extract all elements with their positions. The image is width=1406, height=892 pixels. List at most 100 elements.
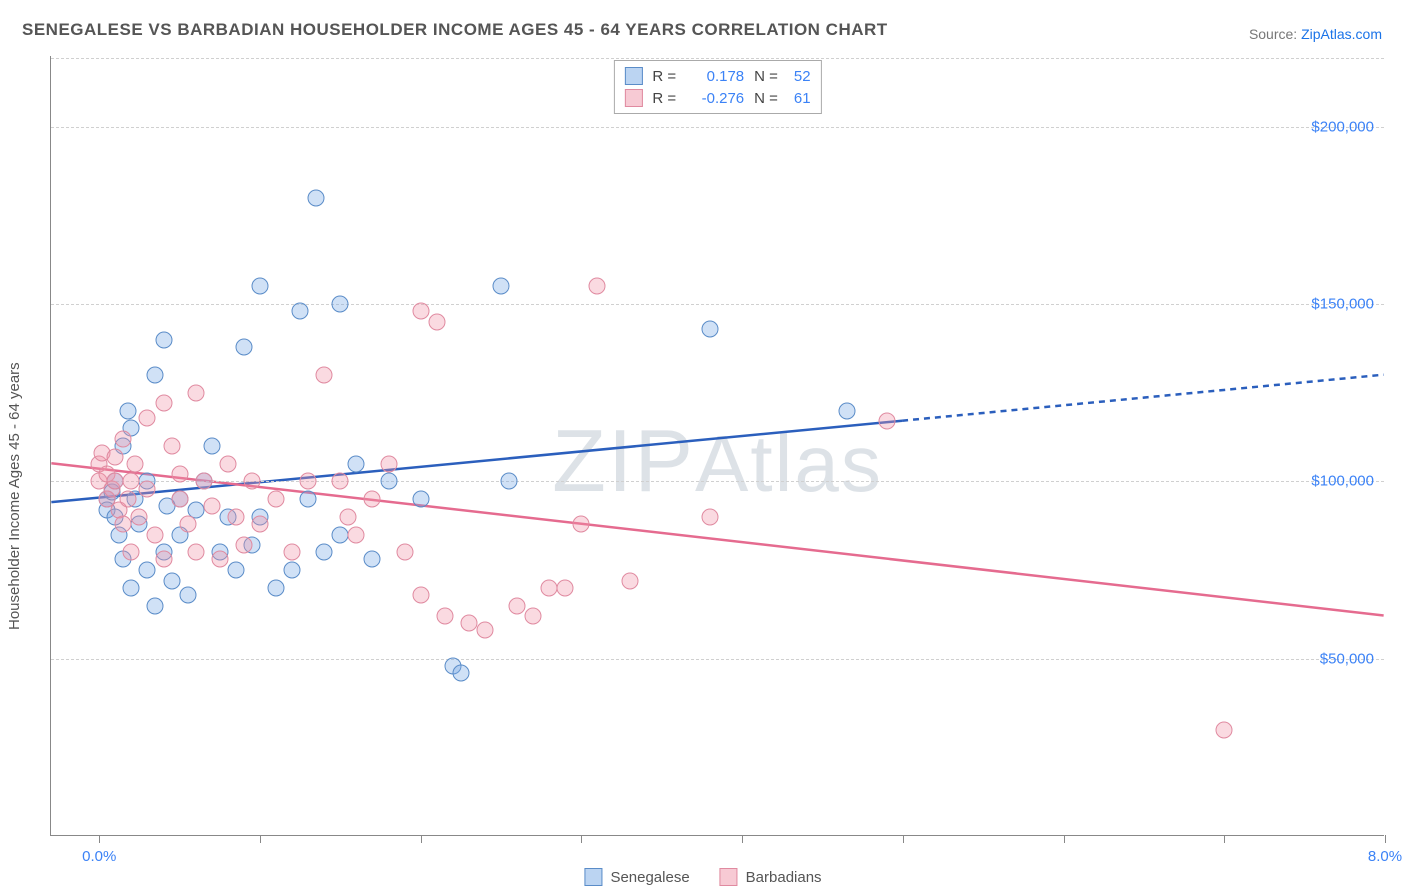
data-point — [155, 395, 172, 412]
data-point — [107, 473, 124, 490]
data-point — [525, 608, 542, 625]
data-point — [187, 544, 204, 561]
data-point — [300, 473, 317, 490]
data-point — [155, 331, 172, 348]
swatch-pink-icon — [720, 868, 738, 886]
data-point — [284, 544, 301, 561]
data-point — [292, 303, 309, 320]
data-point — [557, 579, 574, 596]
scatter-plot-area: ZIPAtlas R = 0.178 N = 52 R = -0.276 N =… — [50, 56, 1384, 836]
source-attribution: Source: ZipAtlas.com — [1249, 26, 1382, 42]
data-point — [123, 544, 140, 561]
data-point — [493, 278, 510, 295]
data-point — [179, 586, 196, 603]
data-point — [332, 526, 349, 543]
data-point — [227, 562, 244, 579]
data-point — [476, 622, 493, 639]
data-point — [428, 313, 445, 330]
data-point — [120, 402, 137, 419]
data-point — [412, 491, 429, 508]
data-point — [123, 579, 140, 596]
xtick — [260, 835, 261, 843]
data-point — [308, 189, 325, 206]
data-point — [179, 516, 196, 533]
source-link[interactable]: ZipAtlas.com — [1301, 26, 1382, 42]
data-point — [139, 409, 156, 426]
xtick — [742, 835, 743, 843]
data-point — [332, 296, 349, 313]
data-point — [509, 597, 526, 614]
data-point — [300, 491, 317, 508]
ytick-label: $150,000 — [1311, 296, 1374, 313]
data-point — [195, 473, 212, 490]
correlation-stats-box: R = 0.178 N = 52 R = -0.276 N = 61 — [613, 60, 821, 114]
source-label: Source: — [1249, 26, 1301, 42]
n-value-barbadians: 61 — [794, 90, 811, 107]
data-point — [268, 491, 285, 508]
legend-item-senegalese: Senegalese — [584, 868, 689, 886]
stats-row-senegalese: R = 0.178 N = 52 — [624, 65, 810, 87]
ytick-label: $100,000 — [1311, 473, 1374, 490]
chart-title: SENEGALESE VS BARBADIAN HOUSEHOLDER INCO… — [22, 20, 888, 40]
legend-label: Barbadians — [746, 869, 822, 886]
data-point — [243, 473, 260, 490]
data-point — [316, 544, 333, 561]
data-point — [126, 455, 143, 472]
data-point — [131, 508, 148, 525]
gridline — [51, 127, 1384, 128]
data-point — [621, 572, 638, 589]
gridline — [51, 659, 1384, 660]
data-point — [412, 586, 429, 603]
data-point — [452, 664, 469, 681]
data-point — [139, 480, 156, 497]
data-point — [380, 473, 397, 490]
data-point — [340, 508, 357, 525]
data-point — [115, 430, 132, 447]
ytick-label: $200,000 — [1311, 118, 1374, 135]
data-point — [348, 455, 365, 472]
xtick — [99, 835, 100, 843]
xtick — [903, 835, 904, 843]
data-point — [878, 413, 895, 430]
data-point — [589, 278, 606, 295]
data-point — [107, 448, 124, 465]
data-point — [211, 551, 228, 568]
xtick — [421, 835, 422, 843]
data-point — [701, 321, 718, 338]
data-point — [139, 562, 156, 579]
data-point — [701, 508, 718, 525]
data-point — [460, 615, 477, 632]
legend-label: Senegalese — [610, 869, 689, 886]
r-value-senegalese: 0.178 — [686, 68, 744, 85]
data-point — [235, 537, 252, 554]
data-point — [364, 551, 381, 568]
data-point — [412, 303, 429, 320]
n-label: N = — [754, 68, 778, 85]
data-point — [541, 579, 558, 596]
data-point — [171, 466, 188, 483]
data-point — [227, 508, 244, 525]
swatch-blue-icon — [624, 67, 642, 85]
data-point — [1216, 721, 1233, 738]
data-point — [251, 516, 268, 533]
xtick-label: 8.0% — [1368, 848, 1402, 865]
watermark: ZIPAtlas — [552, 410, 883, 512]
data-point — [147, 597, 164, 614]
data-point — [268, 579, 285, 596]
data-point — [501, 473, 518, 490]
data-point — [163, 438, 180, 455]
gridline — [51, 304, 1384, 305]
xtick — [1385, 835, 1386, 843]
data-point — [284, 562, 301, 579]
swatch-blue-icon — [584, 868, 602, 886]
data-point — [147, 367, 164, 384]
ytick-label: $50,000 — [1320, 650, 1374, 667]
xtick — [581, 835, 582, 843]
r-value-barbadians: -0.276 — [686, 90, 744, 107]
bottom-legend: Senegalese Barbadians — [584, 868, 821, 886]
r-label: R = — [652, 90, 676, 107]
data-point — [332, 473, 349, 490]
data-point — [115, 516, 132, 533]
gridline — [51, 58, 1384, 59]
data-point — [235, 338, 252, 355]
